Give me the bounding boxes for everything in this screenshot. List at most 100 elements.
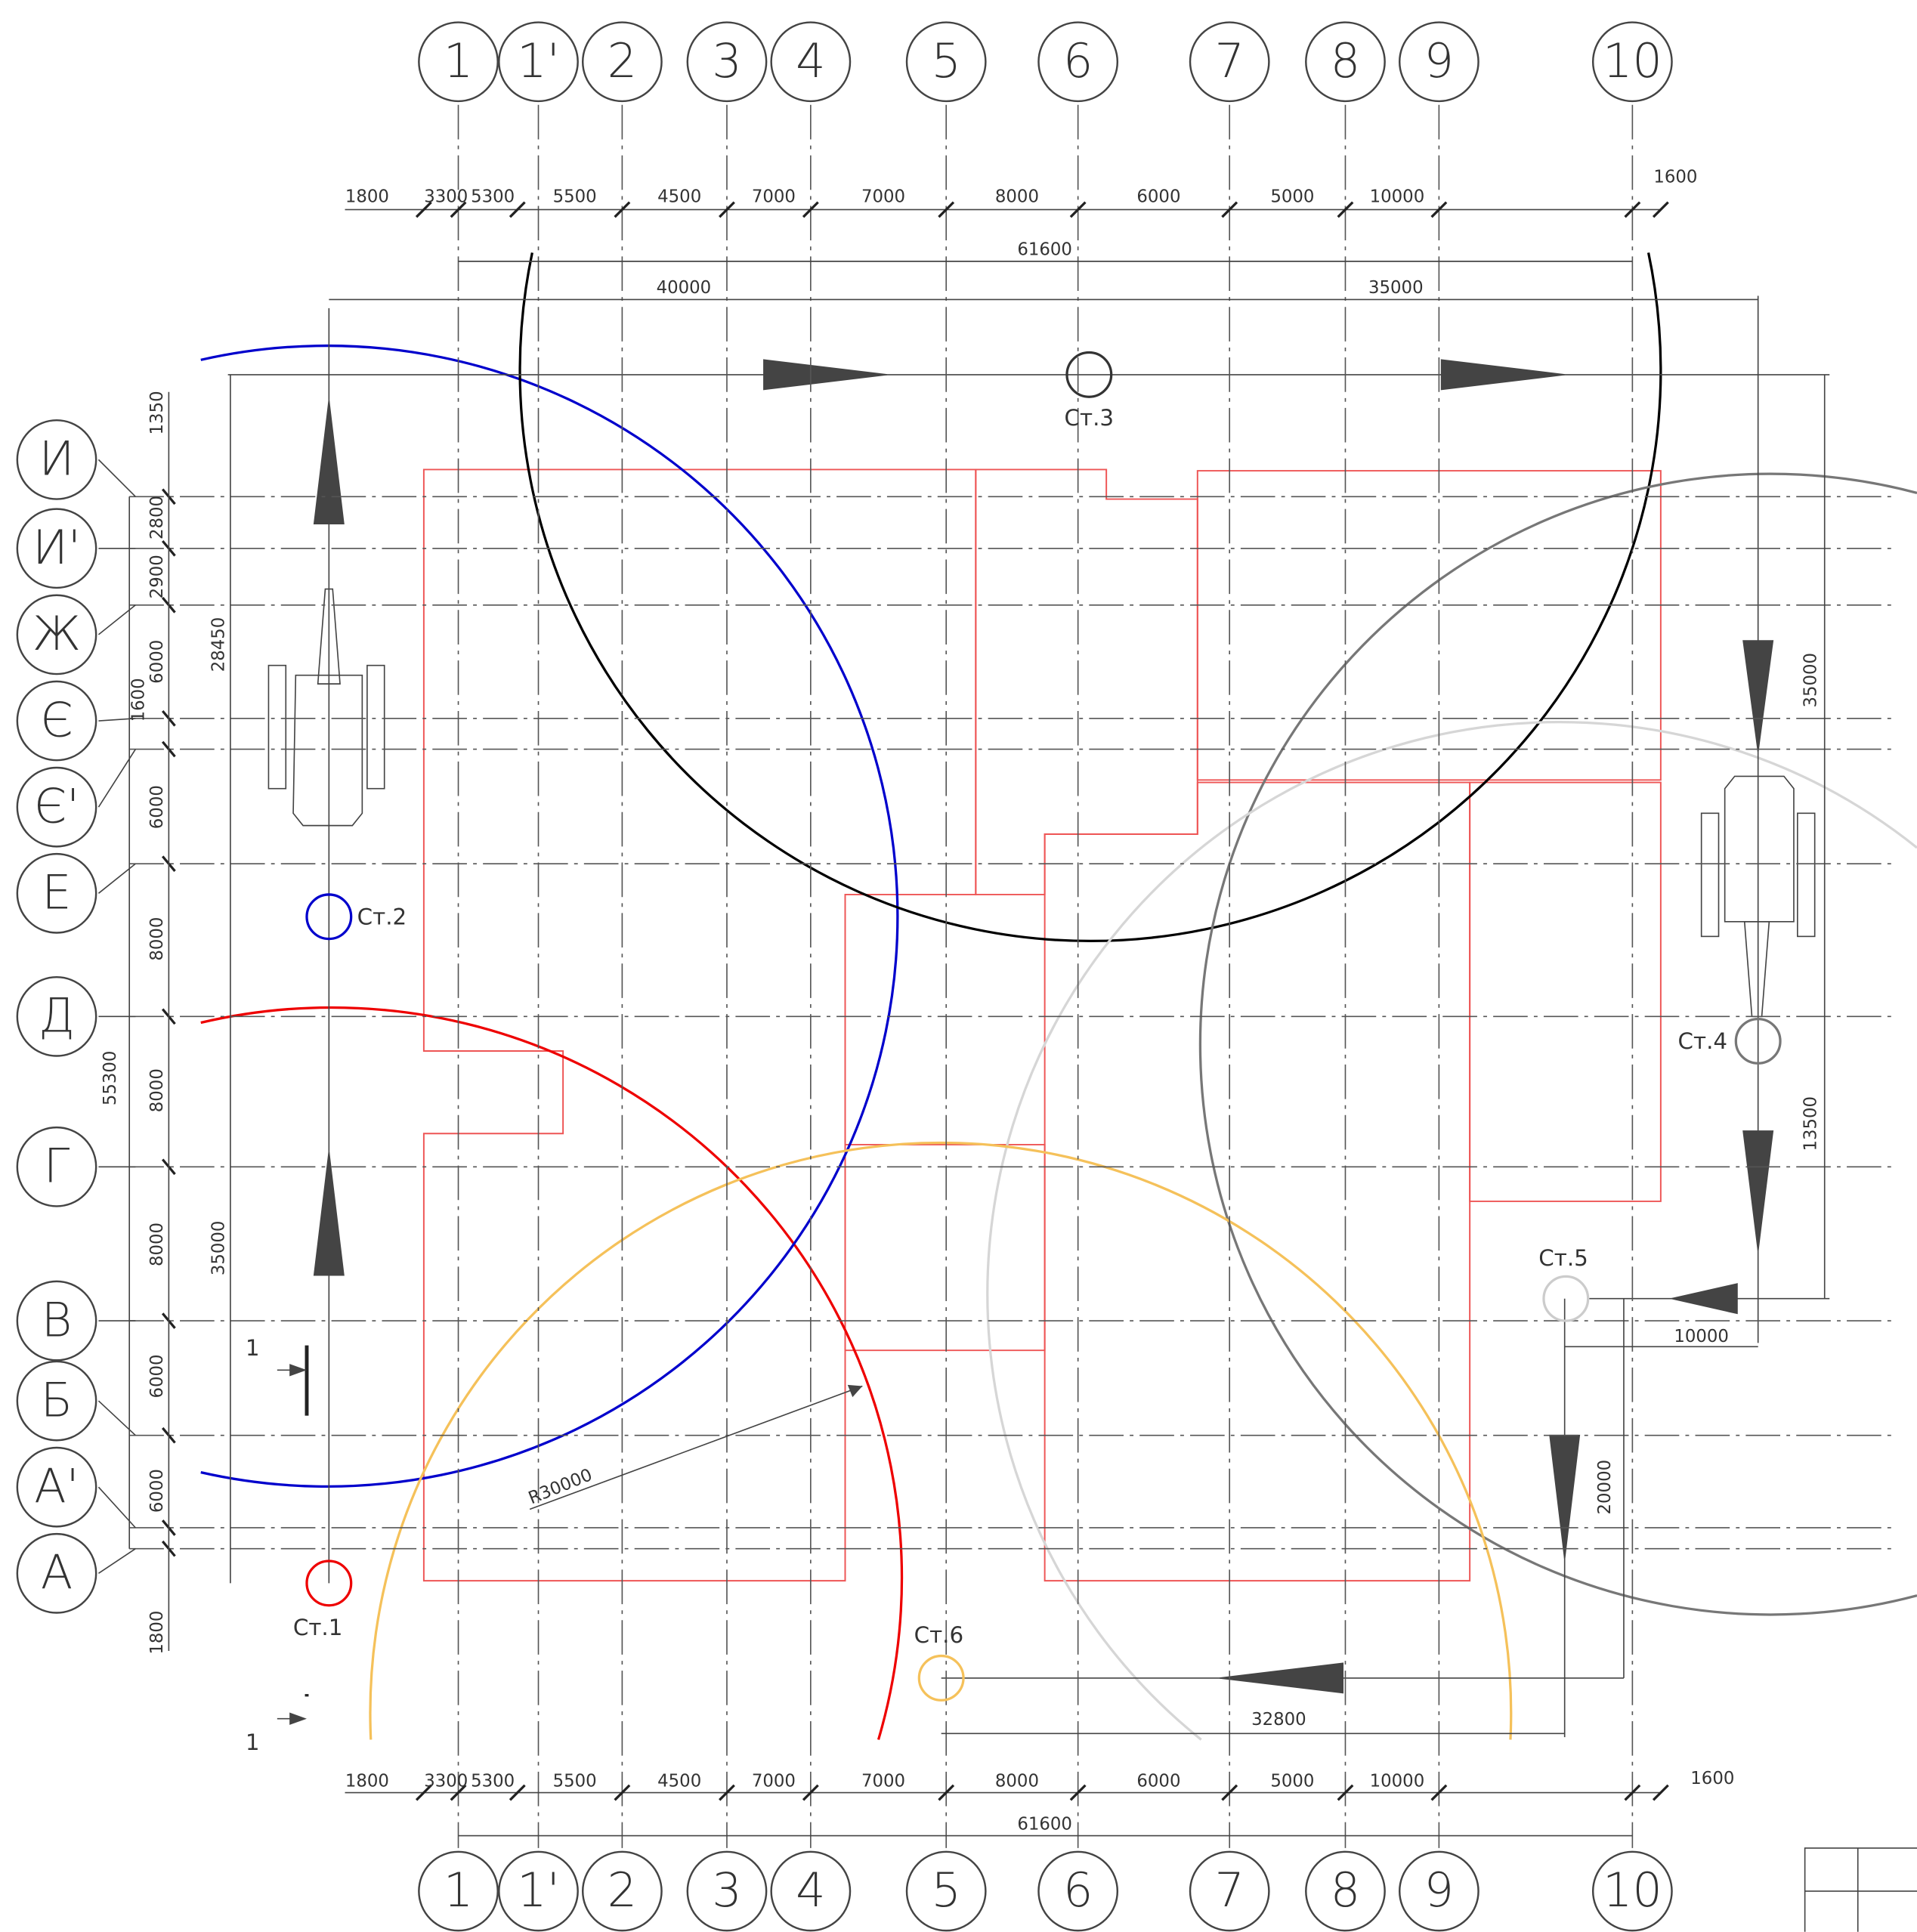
dimension: 6000 — [147, 785, 167, 829]
dimension: 2900 — [147, 555, 167, 598]
station-label: Ст.1 — [293, 1615, 343, 1640]
dimension: 5300 — [471, 1771, 515, 1791]
dimension: 8000 — [995, 187, 1039, 207]
dimension: 1800 — [345, 187, 389, 207]
dimension: 10000 — [1370, 187, 1425, 207]
dim-tick — [1430, 201, 1448, 218]
axis-bubble — [1591, 1850, 1673, 1932]
dim-tick — [1221, 201, 1238, 218]
column-label: 4 — [796, 1862, 825, 1918]
axis-bubble — [770, 21, 852, 103]
dimension: 55300 — [100, 1051, 120, 1106]
dimension: 13500 — [1801, 1096, 1820, 1151]
axis-bubble — [1305, 1850, 1386, 1932]
row-label: Б — [41, 1372, 73, 1427]
column-label: 8 — [1331, 33, 1360, 88]
dimension: 8000 — [147, 917, 167, 961]
axis-bubble — [1305, 21, 1386, 103]
dimension: 6000 — [147, 1354, 167, 1398]
axis-bubble — [16, 766, 97, 848]
station-label: Ст.4 — [1678, 1028, 1728, 1054]
dimension: 5300 — [471, 187, 515, 207]
dimension: 61600 — [1017, 240, 1072, 260]
dimension: 10000 — [1674, 1327, 1729, 1346]
dim-tick — [802, 201, 819, 218]
buildings — [422, 468, 1662, 1582]
axis-bubble — [16, 419, 97, 500]
dimension: 5000 — [1270, 1771, 1314, 1791]
dimension: 7000 — [752, 187, 796, 207]
dimension: 35000 — [209, 1221, 229, 1276]
dim-tick — [1337, 201, 1354, 218]
dim-tick — [802, 1784, 819, 1801]
axis-bubble — [686, 1850, 768, 1932]
dimension: 20000 — [1595, 1460, 1615, 1515]
axis-bubble — [418, 21, 499, 103]
dimension: 6000 — [1136, 187, 1180, 207]
dim-tick — [614, 1784, 631, 1801]
radius-label: R30000 — [526, 1465, 595, 1508]
crane-station — [917, 1654, 965, 1702]
station-label: Ст.2 — [357, 904, 407, 929]
axis-bubble — [581, 21, 663, 103]
row-label: А — [41, 1545, 73, 1600]
dimension: 6000 — [147, 1469, 167, 1513]
crane-station — [1734, 1017, 1782, 1065]
row-label: И — [39, 431, 75, 487]
dim-tick — [938, 201, 955, 218]
column-label: 6 — [1063, 33, 1093, 88]
column-label: 7 — [1214, 1862, 1244, 1918]
section-mark: 1 — [246, 1730, 260, 1755]
column-label: 7 — [1214, 33, 1244, 88]
row-label: Д — [39, 988, 75, 1043]
title-block — [1804, 1847, 1917, 1932]
leader — [97, 459, 136, 497]
axis-bubble — [1398, 21, 1479, 103]
leader — [97, 1400, 136, 1436]
dimension: 4500 — [657, 187, 701, 207]
column-label: 10 — [1603, 1862, 1662, 1918]
dim-tick — [1624, 1784, 1641, 1801]
dim-tick — [614, 201, 631, 218]
section-mark: 1 — [246, 1335, 260, 1361]
dimension: 61600 — [1017, 1814, 1072, 1834]
dim-tick — [1069, 1784, 1087, 1801]
column-label: 9 — [1424, 33, 1454, 88]
dimension: 35000 — [1368, 278, 1424, 298]
dim-tick — [509, 201, 526, 218]
column-label: 1 — [444, 33, 473, 88]
axis-bubble — [686, 21, 768, 103]
column-label: 5 — [931, 33, 960, 88]
dim-tick — [509, 1784, 526, 1801]
axis-bubble — [498, 1850, 579, 1932]
dim-tick — [1069, 201, 1087, 218]
dim-tick — [1337, 1784, 1354, 1801]
dimension: 28450 — [209, 617, 229, 672]
dimension: 7000 — [861, 187, 905, 207]
row-label: Є' — [34, 778, 79, 833]
dim-tick — [450, 1784, 467, 1801]
dim-tick — [1652, 1784, 1669, 1801]
crane-station — [1542, 1275, 1590, 1322]
dimension: 10000 — [1370, 1771, 1425, 1791]
crane-paths — [227, 295, 1830, 1738]
dimension: 4500 — [657, 1771, 701, 1791]
crane-reach — [200, 252, 1917, 1741]
column-label: 5 — [931, 1862, 960, 1918]
column-label: 6 — [1063, 1862, 1093, 1918]
column-label: 2 — [608, 33, 637, 88]
column-label: 8 — [1331, 1862, 1360, 1918]
axis-bubble — [1037, 1850, 1119, 1932]
axis-bubble — [16, 680, 97, 762]
dimension: 5000 — [1270, 187, 1314, 207]
radius-arrow — [847, 1384, 863, 1398]
dim-tick — [1652, 201, 1669, 218]
axis-bubble — [16, 1532, 97, 1614]
axis-bubble — [16, 508, 97, 589]
dimension: 1800 — [147, 1611, 167, 1655]
station-label: Ст.3 — [1065, 405, 1115, 431]
axis-bubble — [905, 1850, 987, 1932]
radius-line — [529, 1385, 863, 1510]
dimension: 3300 — [424, 1771, 468, 1791]
